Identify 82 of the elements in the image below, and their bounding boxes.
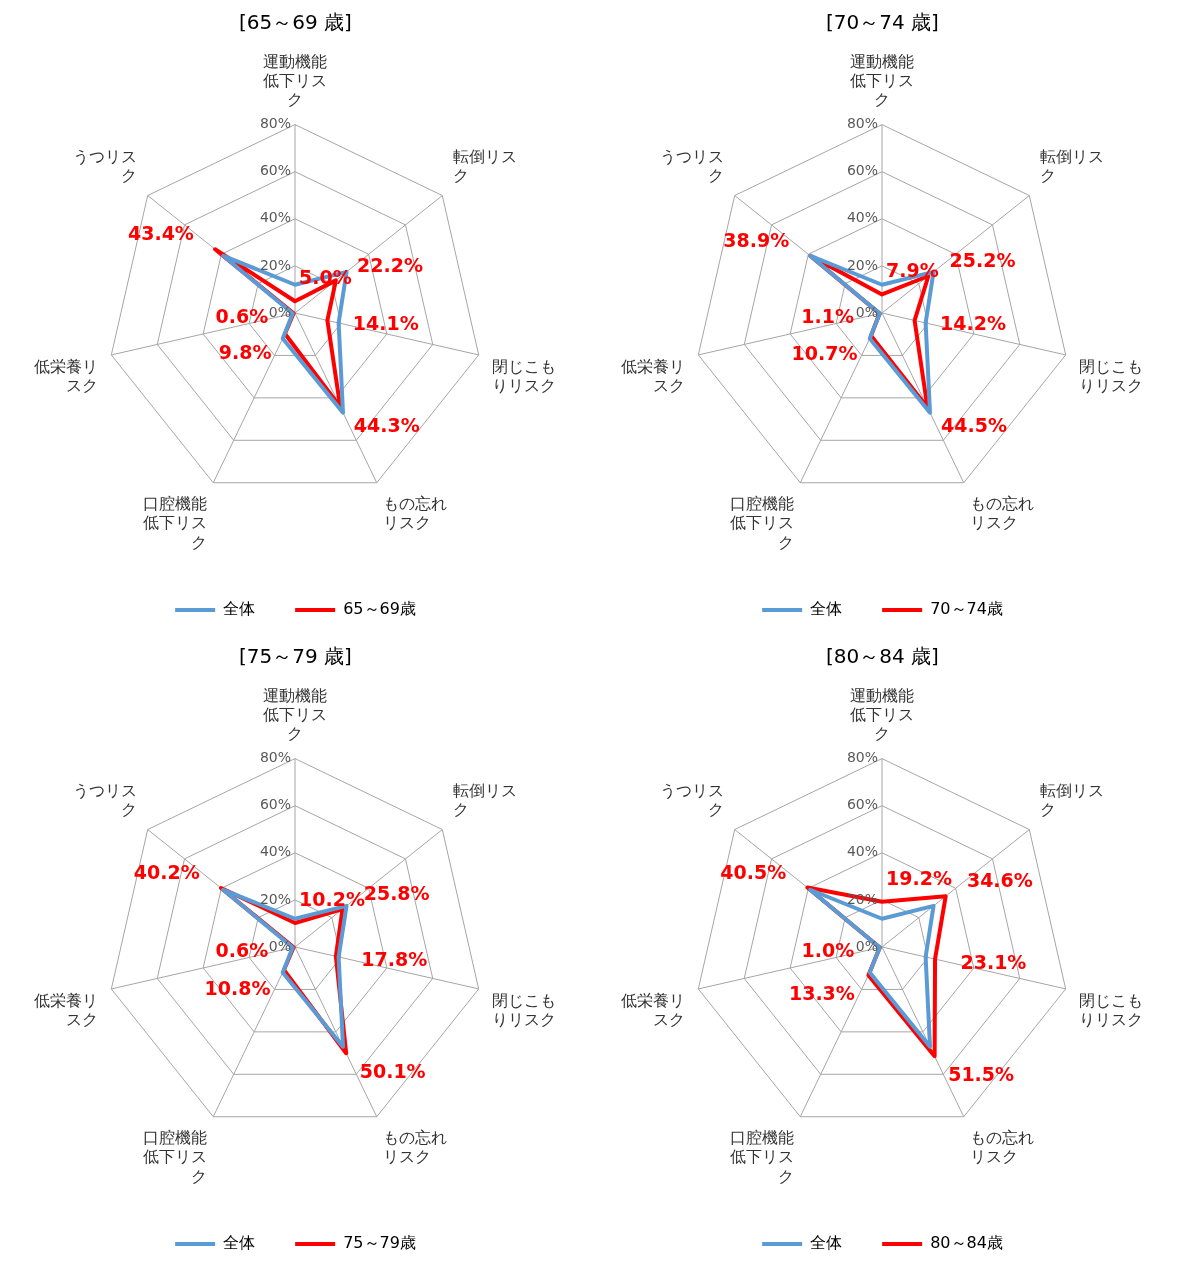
data-label: 0.6% [215, 305, 269, 328]
legend-label: 65～69歳 [343, 599, 416, 619]
spoke-label: 運動機能低下リスク [850, 51, 914, 110]
data-label: 9.8% [218, 340, 272, 363]
y-tick-label: 20% [846, 890, 878, 907]
spoke-label: 転倒リスク [1040, 147, 1105, 186]
spoke-label: 低栄養リスク [33, 356, 98, 395]
y-tick-label: 40% [846, 209, 878, 226]
spoke-label: 口腔機能低下リスク [143, 1128, 208, 1186]
legend-label: 全体 [223, 1233, 256, 1253]
spoke-label: もの忘れリスク [969, 494, 1034, 533]
y-tick-label: 40% [259, 843, 291, 860]
spoke-label: 転倒リスク [1040, 781, 1105, 820]
spoke-label: 閉じこもりリスク [1079, 356, 1144, 395]
spoke-label: 運動機能低下リスク [850, 685, 914, 744]
data-label: 34.6% [966, 869, 1033, 892]
data-label: 40.5% [720, 860, 787, 883]
spoke-label: 転倒リスク [453, 781, 518, 820]
y-tick-label: 80% [846, 749, 878, 766]
data-label: 17.8% [361, 948, 428, 971]
legend-label: 70～74歳 [930, 599, 1003, 619]
data-label: 1.1% [801, 305, 855, 328]
y-tick-label: 20% [259, 890, 291, 907]
data-label: 7.9% [886, 259, 939, 282]
chart-title: [80～84 歳] [826, 644, 939, 669]
data-label: 19.2% [886, 866, 952, 889]
data-label: 10.8% [204, 976, 271, 999]
data-label: 10.2% [299, 887, 365, 910]
spoke-label: 閉じこもりリスク [1079, 990, 1144, 1029]
data-label: 44.3% [353, 413, 420, 436]
y-tick-label: 40% [846, 843, 878, 860]
y-tick-label: 80% [259, 115, 291, 132]
data-label: 23.1% [960, 950, 1027, 973]
data-label: 40.2% [133, 861, 200, 884]
data-label: 22.2% [357, 253, 423, 276]
spoke-label: 運動機能低下リスク [263, 685, 327, 744]
spoke-label: 転倒リスク [453, 147, 518, 186]
data-label: 25.2% [949, 249, 1016, 272]
y-tick-label: 80% [846, 115, 878, 132]
data-label: 13.3% [788, 981, 855, 1004]
legend-label: 全体 [810, 599, 843, 619]
spoke-label: うつリスク [659, 147, 724, 186]
y-tick-label: 20% [846, 256, 878, 273]
data-label: 43.4% [127, 222, 194, 245]
data-label: 10.7% [791, 342, 858, 365]
data-label: 51.5% [948, 1063, 1015, 1086]
data-label: 1.0% [801, 939, 855, 962]
spoke-label: もの忘れリスク [382, 1128, 447, 1167]
spoke-label: 口腔機能低下リスク [143, 494, 208, 552]
spoke-label: うつリスク [72, 147, 137, 186]
chart-title: [70～74 歳] [826, 10, 939, 35]
data-label: 14.1% [352, 312, 419, 335]
spoke-label: 口腔機能低下リスク [730, 1128, 795, 1186]
data-label: 38.9% [723, 229, 790, 252]
spoke-label: 閉じこもりリスク [492, 356, 557, 395]
spoke-label: もの忘れリスク [969, 1128, 1034, 1167]
data-label: 14.2% [940, 312, 1006, 335]
y-tick-label: 60% [846, 162, 878, 179]
spoke-label: もの忘れリスク [382, 494, 447, 533]
spoke-label: 口腔機能低下リスク [730, 494, 795, 552]
spoke-label: うつリスク [72, 781, 137, 820]
legend-label: 75～79歳 [343, 1233, 416, 1253]
legend-label: 80～84歳 [930, 1233, 1003, 1253]
y-tick-label: 80% [259, 749, 291, 766]
y-tick-label: 20% [259, 256, 291, 273]
chart-title: [75～79 歳] [239, 644, 352, 669]
spoke-label: 低栄養リスク [620, 356, 685, 395]
y-tick-label: 60% [259, 162, 291, 179]
legend-label: 全体 [223, 599, 256, 619]
spoke-label: 閉じこもりリスク [492, 990, 557, 1029]
spoke-label: 低栄養リスク [33, 990, 98, 1029]
data-label: 50.1% [359, 1060, 426, 1083]
data-label: 44.5% [941, 414, 1007, 437]
spoke-label: 低栄養リスク [620, 990, 685, 1029]
spoke-label: 運動機能低下リスク [263, 51, 327, 110]
y-tick-label: 60% [259, 796, 291, 813]
y-tick-label: 60% [846, 796, 878, 813]
chart-title: [65～69 歳] [239, 10, 352, 35]
legend-label: 全体 [810, 1233, 843, 1253]
y-tick-label: 40% [259, 209, 291, 226]
data-label: 0.6% [215, 939, 269, 962]
spoke-label: うつリスク [659, 781, 724, 820]
